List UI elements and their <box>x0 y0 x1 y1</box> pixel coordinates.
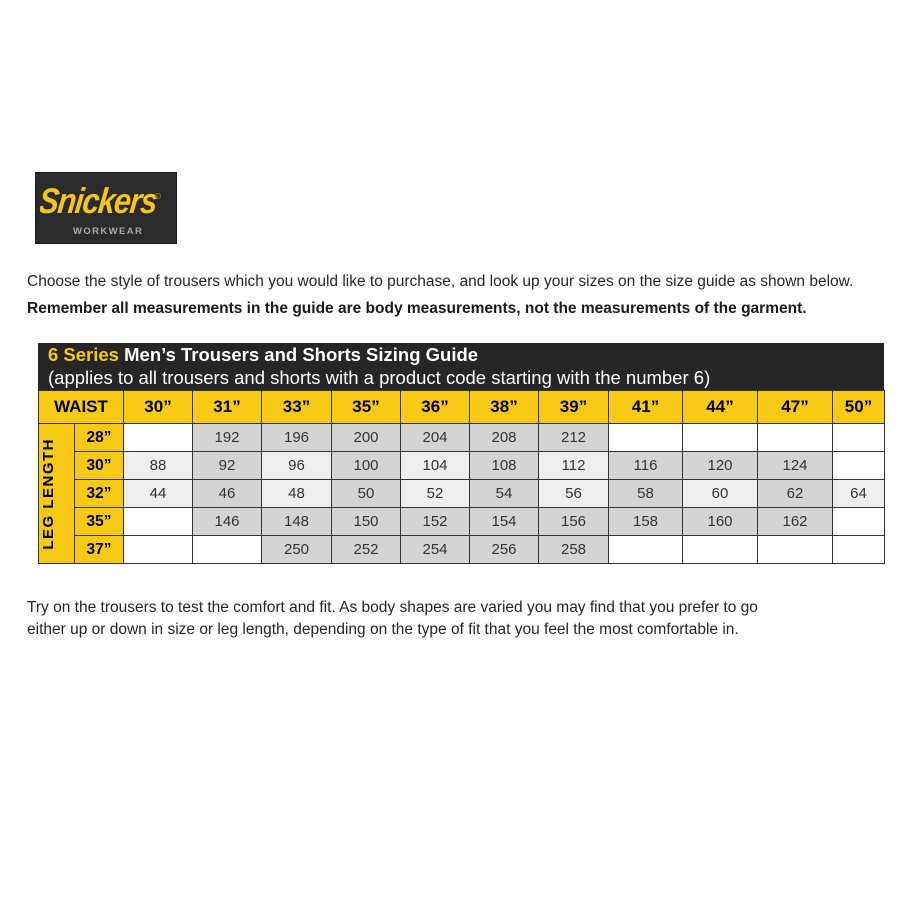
svg-text:Snickers: Snickers <box>40 182 160 222</box>
